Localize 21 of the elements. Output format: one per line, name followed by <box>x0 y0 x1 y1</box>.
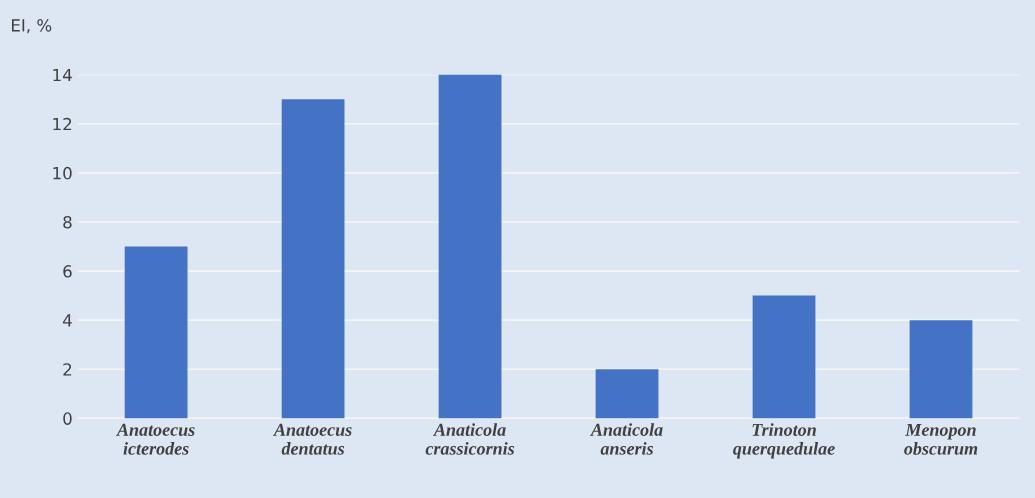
x-tick-label: Anatoecus icterodes <box>116 423 195 455</box>
x-tick-label: Anaticola crassicornis <box>425 423 515 455</box>
y-tick-label: 12 <box>53 117 72 131</box>
bar <box>595 369 659 419</box>
y-tick-label: 2 <box>63 363 72 376</box>
bar <box>752 295 816 419</box>
x-tick-label: Anatoecus dentatus <box>273 423 352 455</box>
x-tick-label: Menopon obscurum <box>904 423 978 455</box>
y-tick-label: 4 <box>62 314 72 327</box>
bar <box>124 246 188 419</box>
y-tick-label: 0 <box>63 412 72 425</box>
y-tick-label: 8 <box>63 215 72 229</box>
y-axis-title: EI, % <box>11 19 52 34</box>
bar <box>438 74 502 419</box>
y-tick-label: 10 <box>53 166 72 180</box>
bar <box>281 99 345 419</box>
x-tick-label: Trinoton querquedulae <box>733 423 835 459</box>
x-tick-label: Anaticola anseris <box>589 423 663 455</box>
bar <box>909 320 973 419</box>
y-tick-label: 14 <box>53 68 72 82</box>
y-tick-label: 6 <box>63 265 72 278</box>
